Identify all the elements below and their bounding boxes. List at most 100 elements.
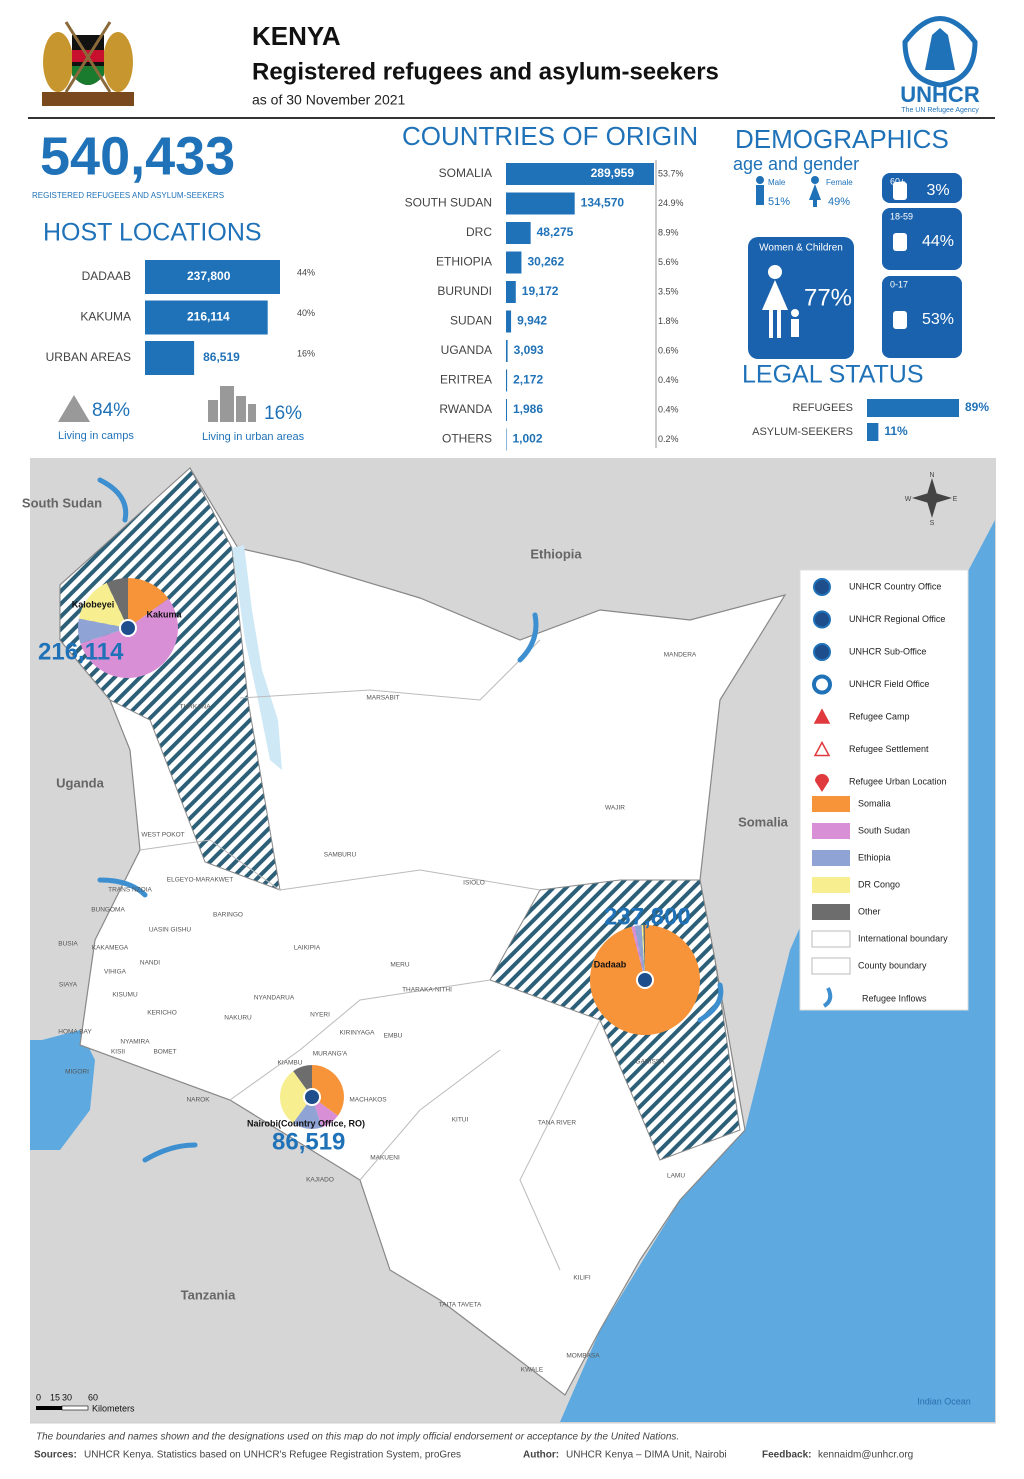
county-label: WAJIR [605,805,625,812]
age-share: 3% [926,182,949,199]
women-children-label: Women & Children [759,243,843,254]
urban-icon [208,386,256,422]
unhcr-logo [902,16,978,88]
camp-label: Living in camps [58,430,134,442]
age-box [882,276,962,358]
site-total: 237,800 [604,903,691,930]
agency-tagline: The UN Refugee Agency [901,107,979,114]
legend-label: DR Congo [858,879,900,889]
scale-tick: 30 [62,1392,72,1402]
legend-label: UNHCR Sub-Office [849,646,926,656]
county-label: LAIKIPIA [294,945,321,952]
legend-label: Ethiopia [858,852,891,862]
category-label: BURUNDI [437,284,492,298]
feedback: kennaidm@unhcr.org [818,1450,913,1461]
bar [506,222,531,244]
legend-icon [813,740,831,757]
pie-slice [643,925,645,980]
total-value: 540,433 [40,126,235,186]
bar [506,310,512,333]
site-label: Kalobeyei [72,599,115,609]
county-label: BOMET [153,1049,176,1056]
site-label: Dadaab [594,959,627,969]
share-label: 3.5% [658,286,679,296]
legend-label: Refugee Settlement [849,744,929,754]
bar [506,192,575,215]
county-label: KILIFI [573,1275,591,1282]
host-location-bars: DADAAB 237,800 44% KAKUMA 216,114 40% URBAN AR… [46,260,315,375]
site-marker [303,1088,321,1106]
female-share: 49% [828,196,850,208]
share-label: 24.9% [658,198,684,208]
county-label: EMBU [384,1033,403,1040]
bar [145,341,195,375]
site-marker [636,971,654,989]
category-label: OTHERS [442,432,492,446]
bar [506,281,516,303]
feedback-label: Feedback: [762,1450,811,1461]
county-label: MOMBASA [566,1353,600,1360]
female-icon [809,176,821,207]
county-label: VIHIGA [104,969,127,976]
age-icon [893,233,907,251]
county-label: KWALE [521,1367,544,1374]
pie-slice [293,1097,322,1129]
county-label: TURKANA [179,704,211,711]
compass-letter: N [929,472,934,479]
county-label: KAJIADO [306,1177,334,1184]
inflow-arrows [97,477,724,1163]
pie-slice [641,925,645,980]
category-label: UGANDA [441,343,492,357]
county-label: KERICHO [147,1010,177,1017]
value-label: 9,942 [517,314,547,328]
legal-status-bars: REFUGEES 89% ASYLUM-SEEKERS 11% [752,399,989,441]
county-label: UASIN GISHU [149,927,192,934]
legend-label: Somalia [858,798,891,808]
value-label: 3,093 [514,343,544,357]
section-subtitle: age and gender [733,154,859,174]
county-label: MAKUENI [370,1155,400,1162]
women-children-share: 77% [804,284,852,311]
county-label: BARINGO [213,912,243,919]
camp-icon [58,395,90,422]
legend-label: South Sudan [858,825,910,835]
legend-label: UNHCR Country Office [849,581,941,591]
page-title: Registered refugees and asylum-seekers [252,58,719,85]
county-label: GARISSA [636,1059,666,1066]
male-label: Male [768,178,786,187]
county-label: MANDERA [664,652,697,659]
category-label: DADAAB [82,269,131,283]
share-label: 53.7% [658,168,684,178]
compass-letter: W [905,496,912,503]
bar [506,369,508,392]
county-label: KIRINYAGA [340,1030,376,1037]
value-label: 48,275 [537,225,574,239]
turkana-hatch [59,467,281,891]
legend-icon [813,708,831,724]
compass [912,478,952,518]
bar [506,251,522,274]
county-label: KIAMBU [278,1060,303,1067]
map: South Sudan Ethiopia Uganda Somalia Tanzania… [22,458,996,1423]
county-label: ELGEYO-MARAKWET [167,877,233,884]
value-label: 30,262 [527,255,564,269]
county-label: KISUMU [112,992,138,999]
county-label: ISIOLO [463,880,485,887]
category-label: ETHIOPIA [436,255,492,269]
value-label: 237,800 [187,269,231,283]
legend-icon [813,643,831,661]
bar [867,423,879,441]
compass-letter: S [930,520,935,527]
age-groups: 60+ 3% 18-59 44% 0-17 53% [882,173,962,358]
section-title: HOST LOCATIONS [43,219,262,247]
scale-bar [36,1405,89,1411]
age-share: 44% [922,233,954,250]
county-label: TAITA TAVETA [439,1302,482,1309]
pie-slice [106,578,128,628]
county-label: NYERI [310,1012,330,1019]
value-label: 1,986 [513,402,543,416]
section-title: LEGAL STATUS [742,361,924,389]
scale-tick: 0 [36,1392,41,1402]
legend-label: County boundary [858,960,927,970]
